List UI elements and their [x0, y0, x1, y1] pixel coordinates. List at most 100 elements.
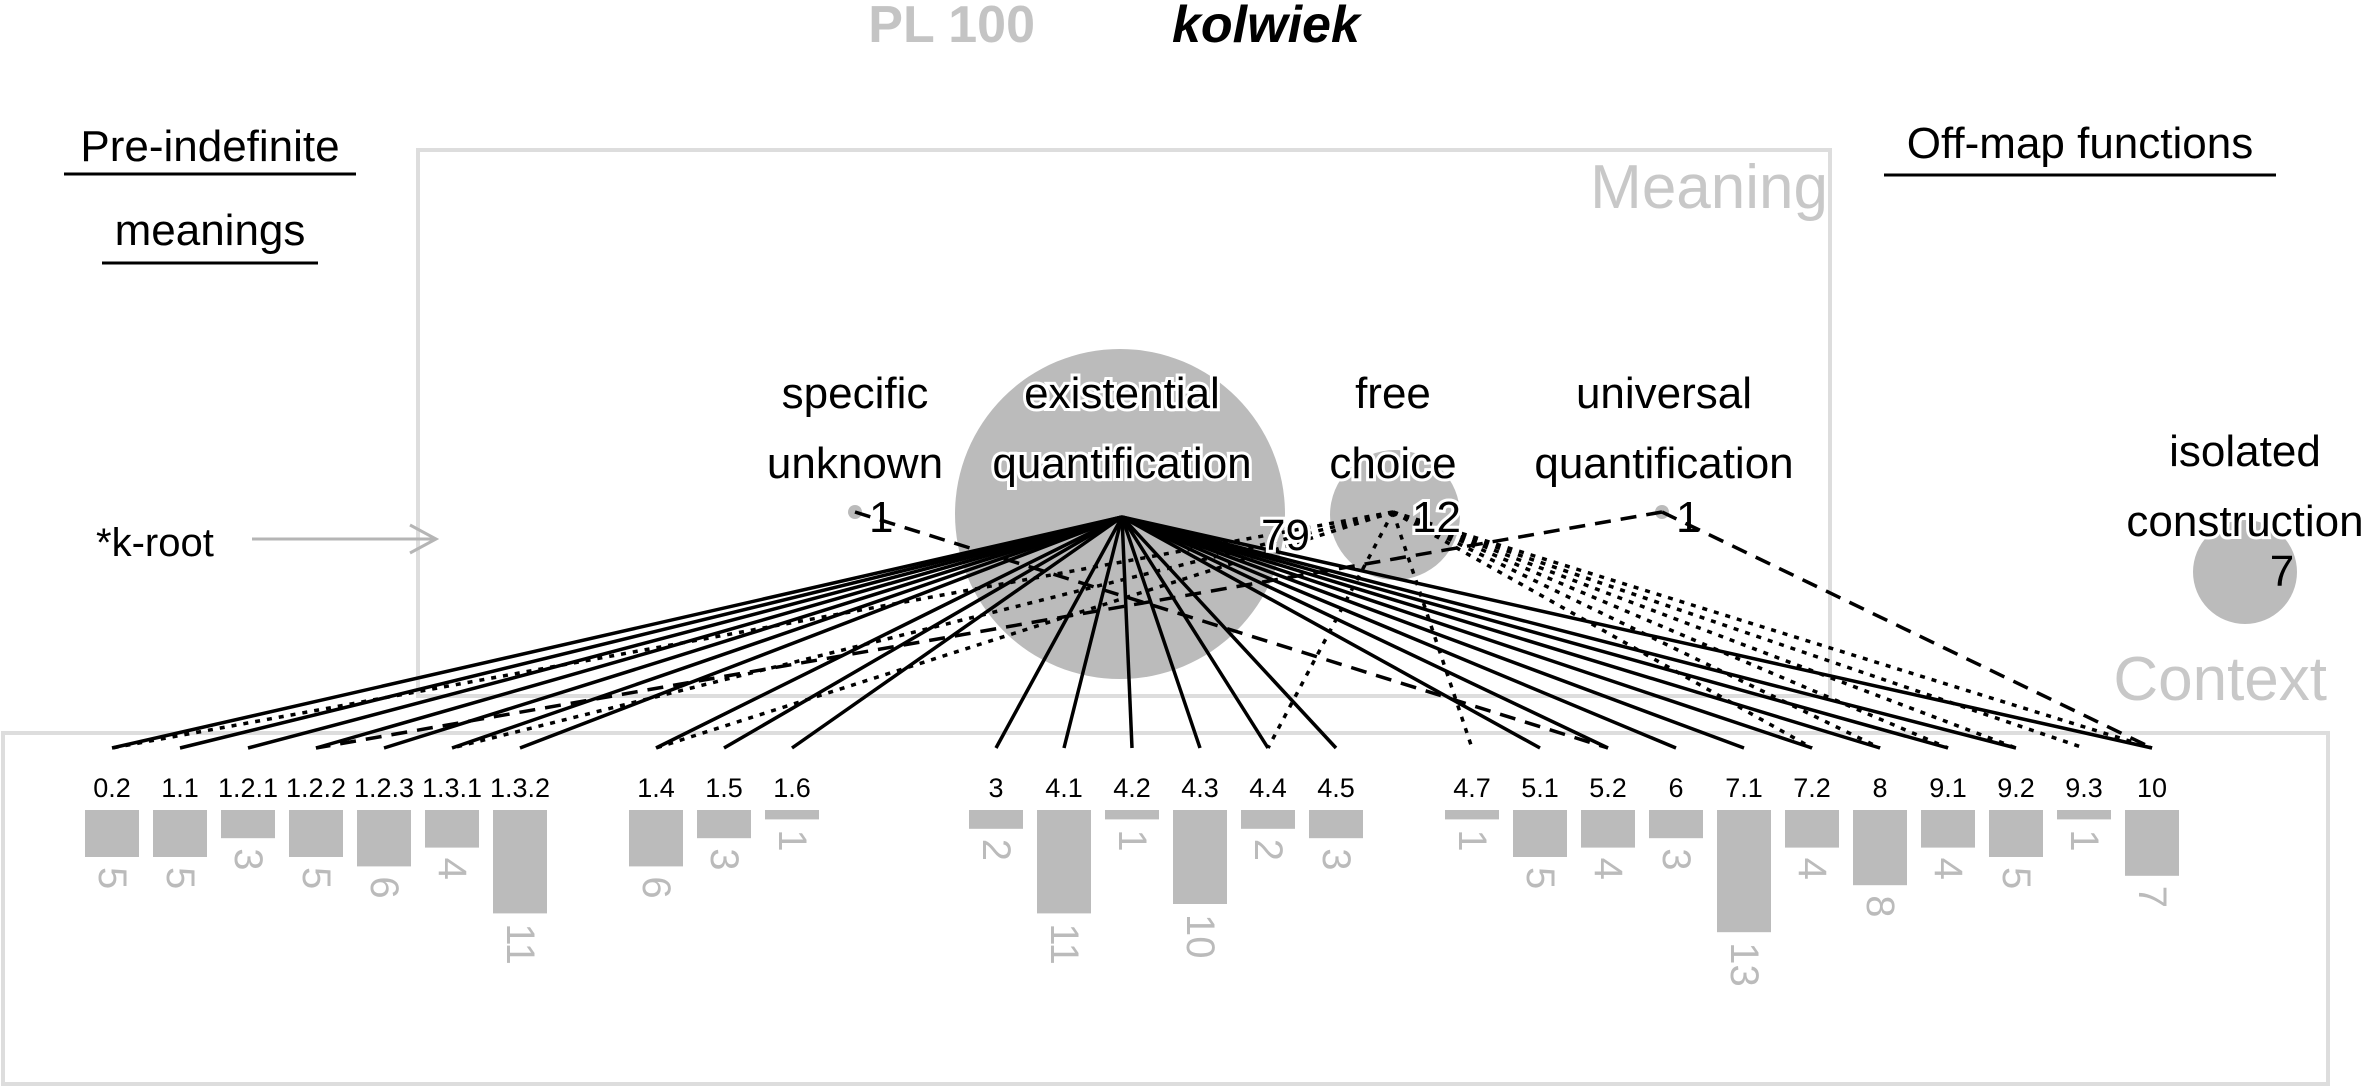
context-value-1-5: 3 [702, 848, 746, 870]
pre-indefinite-label-line2: meanings [115, 206, 306, 255]
context-value-4-1: 11 [1042, 923, 1086, 965]
context-bar-4-2 [1105, 810, 1159, 820]
link-existential-quantification-to-4-5 [1120, 515, 1338, 750]
context-label-4-4: 4.4 [1249, 773, 1287, 803]
context-value-5-1: 5 [1518, 867, 1562, 889]
existential-quantification-label-line1: existential [1024, 369, 1220, 418]
universal-quantification-label-line2: quantification [1534, 439, 1793, 488]
universal-quantification-label-line1: universal [1576, 369, 1752, 418]
context-value-9-2: 5 [1994, 867, 2038, 889]
link-universal-quantification-to-10 [1661, 510, 2153, 750]
existential-quantification-label-line2: quantification [992, 439, 1251, 488]
context-box-label: Context [2113, 645, 2327, 714]
link-existential-quantification-to-3 [994, 516, 1124, 749]
context-label-8: 8 [1872, 773, 1887, 803]
context-bar-8 [1853, 810, 1907, 886]
context-label-4-7: 4.7 [1453, 773, 1491, 803]
link-free-choice-to-9-2 [1392, 510, 2017, 750]
link-existential-quantification-to-4-4 [1120, 516, 1270, 749]
link-existential-quantification-to-1-1 [179, 515, 1123, 750]
context-value-3: 2 [974, 839, 1018, 861]
context-label-1-6: 1.6 [773, 773, 811, 803]
link-existential-quantification-to-4-1 [1062, 516, 1124, 749]
isolated-construction-label-line2: construction [2126, 497, 2363, 546]
context-label-3: 3 [988, 773, 1003, 803]
context-label-4-1: 4.1 [1045, 773, 1083, 803]
link-existential-quantification-to-9-2 [1121, 515, 2017, 750]
context-bar-10 [2125, 810, 2179, 876]
context-value-7-1: 13 [1722, 942, 1766, 987]
link-universal-quantification-to-1-2-2 [315, 510, 1663, 750]
isolated-construction-circle [2193, 520, 2297, 624]
existential-quantification-count: 79 [1261, 511, 1310, 560]
free-choice-label-line2: choice [1329, 439, 1456, 488]
context-label-7-2: 7.2 [1793, 773, 1831, 803]
context-value-10: 7 [2130, 886, 2174, 908]
link-existential-quantification-to-1-2-2 [315, 515, 1123, 750]
context-label-4-5: 4.5 [1317, 773, 1355, 803]
link-free-choice-to-7-2 [1392, 510, 1813, 750]
context-value-8: 8 [1858, 895, 1902, 917]
meaning-box-label: Meaning [1590, 153, 1828, 222]
context-value-1-6: 1 [770, 829, 814, 851]
context-bar-6 [1649, 810, 1703, 839]
context-bar-1-2-1 [221, 810, 275, 839]
context-value-1-1: 5 [158, 867, 202, 889]
k-root-arrow-head [409, 523, 440, 555]
link-specific-unknown-to-5-2 [854, 510, 1609, 750]
context-bar-1-2-2 [289, 810, 343, 857]
context-label-7-1: 7.1 [1725, 773, 1763, 803]
link-existential-quantification-to-5-2 [1121, 515, 1609, 750]
universal-quantification-count: 1 [1676, 493, 1700, 542]
k-root-label: *k-root [96, 521, 214, 565]
isolated-construction-label-line1: isolated [2169, 427, 2321, 476]
context-bar-1-5 [697, 810, 751, 839]
link-existential-quantification-to-1-2-1 [247, 515, 1123, 750]
link-free-choice-to-9-1 [1392, 510, 1949, 750]
context-bar-7-2 [1785, 810, 1839, 848]
context-label-9-2: 9.2 [1997, 773, 2035, 803]
context-bar-4-3 [1173, 810, 1227, 904]
context-bar-7-1 [1717, 810, 1771, 933]
context-bar-1-3-1 [425, 810, 479, 848]
link-existential-quantification-to-4-3 [1120, 516, 1202, 749]
context-label-6: 6 [1668, 773, 1683, 803]
context-label-0-2: 0.2 [93, 773, 131, 803]
link-free-choice-to-1-3-1 [451, 510, 1394, 750]
link-free-choice-to-4-7 [1391, 511, 1474, 749]
link-free-choice-to-4-4 [1266, 511, 1395, 749]
off-map-label: Off-map functions [1907, 119, 2253, 168]
context-bar-1-4 [629, 810, 683, 867]
link-existential-quantification-to-9-1 [1121, 515, 1949, 750]
context-value-1-2-1: 3 [226, 848, 270, 870]
title-code: PL 100 [868, 0, 1035, 54]
free-choice-label-line1: free [1355, 369, 1431, 418]
context-label-1-4: 1.4 [637, 773, 675, 803]
existential-quantification-circle [955, 349, 1285, 679]
context-label-1-2-1: 1.2.1 [218, 773, 278, 803]
context-value-9-3: 1 [2062, 829, 2106, 851]
free-choice-count: 12 [1412, 493, 1461, 542]
context-box [1, 731, 2330, 1086]
link-existential-quantification-to-1-4 [655, 515, 1123, 750]
context-bar-4-5 [1309, 810, 1363, 839]
context-bar-5-2 [1581, 810, 1635, 848]
link-existential-quantification-to-8 [1121, 515, 1881, 750]
context-bar-4-4 [1241, 810, 1295, 829]
context-label-4-3: 4.3 [1181, 773, 1219, 803]
context-label-1-2-2: 1.2.2 [286, 773, 346, 803]
context-label-1-5: 1.5 [705, 773, 743, 803]
context-value-1-2-2: 5 [294, 867, 338, 889]
context-label-4-2: 4.2 [1113, 773, 1151, 803]
link-free-choice-to-1-4 [655, 510, 1394, 750]
link-existential-quantification-to-1-6 [790, 515, 1124, 750]
context-value-6: 3 [1654, 848, 1698, 870]
link-existential-quantification-to-4-2 [1120, 516, 1134, 749]
context-value-7-2: 4 [1790, 858, 1834, 880]
context-value-1-3-2: 11 [498, 923, 542, 965]
title-word: kolwiek [1172, 0, 1363, 54]
context-value-1-2-3: 6 [362, 876, 406, 898]
link-free-choice-to-10 [1392, 510, 2153, 750]
link-free-choice-to-8 [1392, 510, 1881, 750]
